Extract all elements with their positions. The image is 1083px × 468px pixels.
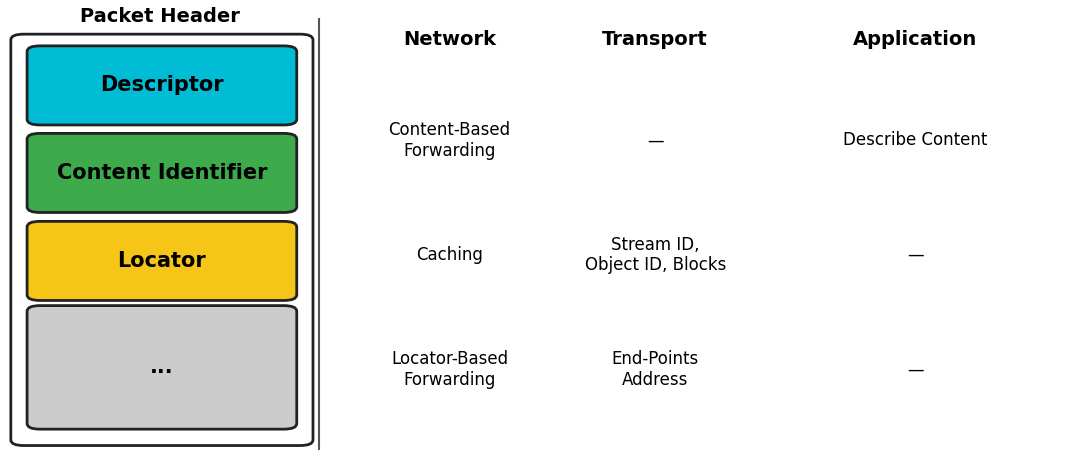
Text: Describe Content: Describe Content bbox=[843, 132, 988, 149]
FancyBboxPatch shape bbox=[27, 133, 297, 212]
Text: Descriptor: Descriptor bbox=[100, 75, 224, 95]
Text: —: — bbox=[906, 361, 924, 379]
Text: Content-Based
Forwarding: Content-Based Forwarding bbox=[389, 121, 510, 160]
FancyBboxPatch shape bbox=[27, 306, 297, 429]
Text: Locator: Locator bbox=[118, 251, 206, 271]
Text: Stream ID,
Object ID, Blocks: Stream ID, Object ID, Blocks bbox=[585, 236, 726, 274]
Text: Locator-Based
Forwarding: Locator-Based Forwarding bbox=[391, 351, 508, 389]
Text: Caching: Caching bbox=[416, 246, 483, 264]
Text: —: — bbox=[906, 246, 924, 264]
Text: Network: Network bbox=[403, 30, 496, 49]
FancyBboxPatch shape bbox=[27, 46, 297, 125]
Text: Transport: Transport bbox=[602, 30, 708, 49]
FancyBboxPatch shape bbox=[11, 34, 313, 446]
Text: End-Points
Address: End-Points Address bbox=[612, 351, 699, 389]
Text: Packet Header: Packet Header bbox=[80, 7, 240, 26]
Text: Application: Application bbox=[853, 30, 977, 49]
Text: ...: ... bbox=[151, 358, 173, 377]
Text: Content Identifier: Content Identifier bbox=[56, 163, 268, 183]
FancyBboxPatch shape bbox=[27, 221, 297, 300]
Text: —: — bbox=[647, 132, 664, 149]
